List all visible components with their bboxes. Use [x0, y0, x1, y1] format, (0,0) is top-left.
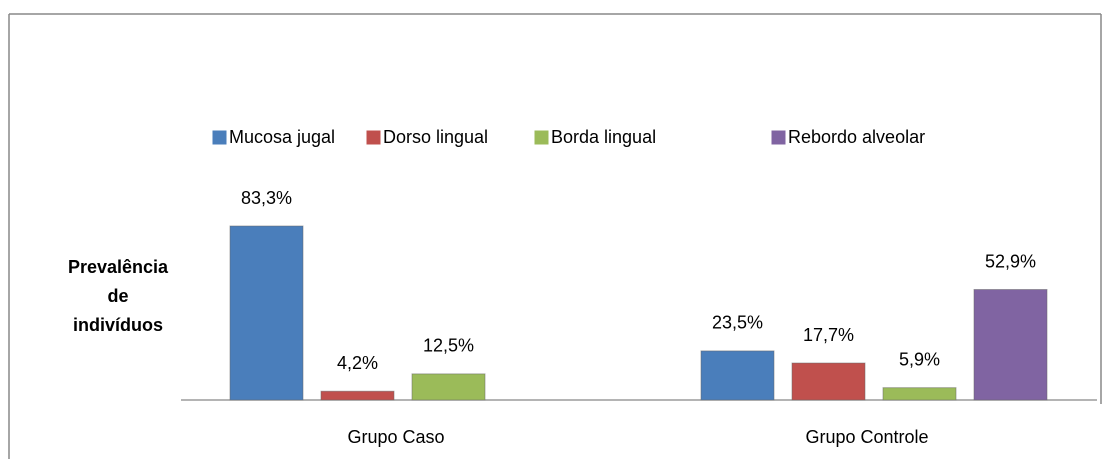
legend-label: Dorso lingual: [383, 127, 488, 147]
data-label: 23,5%: [712, 313, 763, 333]
bar: [411, 373, 486, 401]
bar: [973, 289, 1048, 401]
data-label: 17,7%: [803, 325, 854, 345]
x-tick-label: Grupo Controle: [805, 427, 928, 447]
frame: [8, 13, 1102, 459]
bar: [229, 225, 304, 401]
legend-swatch: [534, 130, 549, 145]
data-label: 12,5%: [423, 336, 474, 356]
bar: [791, 362, 866, 401]
legend-swatch: [771, 130, 786, 145]
x-tick-label: Grupo Caso: [347, 427, 444, 447]
y-axis-label: de: [107, 286, 128, 306]
data-label: 52,9%: [985, 251, 1036, 271]
y-axis-label: Prevalência: [68, 257, 169, 277]
legend-label: Rebordo alveolar: [788, 127, 925, 147]
data-label: 4,2%: [337, 353, 378, 373]
data-label: 5,9%: [899, 349, 940, 369]
legend-swatch: [212, 130, 227, 145]
legend-label: Mucosa jugal: [229, 127, 335, 147]
data-label: 83,3%: [241, 188, 292, 208]
bar: [700, 350, 775, 401]
bar: [320, 390, 395, 401]
y-axis-label: indivíduos: [73, 315, 163, 335]
legend-swatch: [366, 130, 381, 145]
bar: [882, 387, 957, 401]
legend-label: Borda lingual: [551, 127, 656, 147]
